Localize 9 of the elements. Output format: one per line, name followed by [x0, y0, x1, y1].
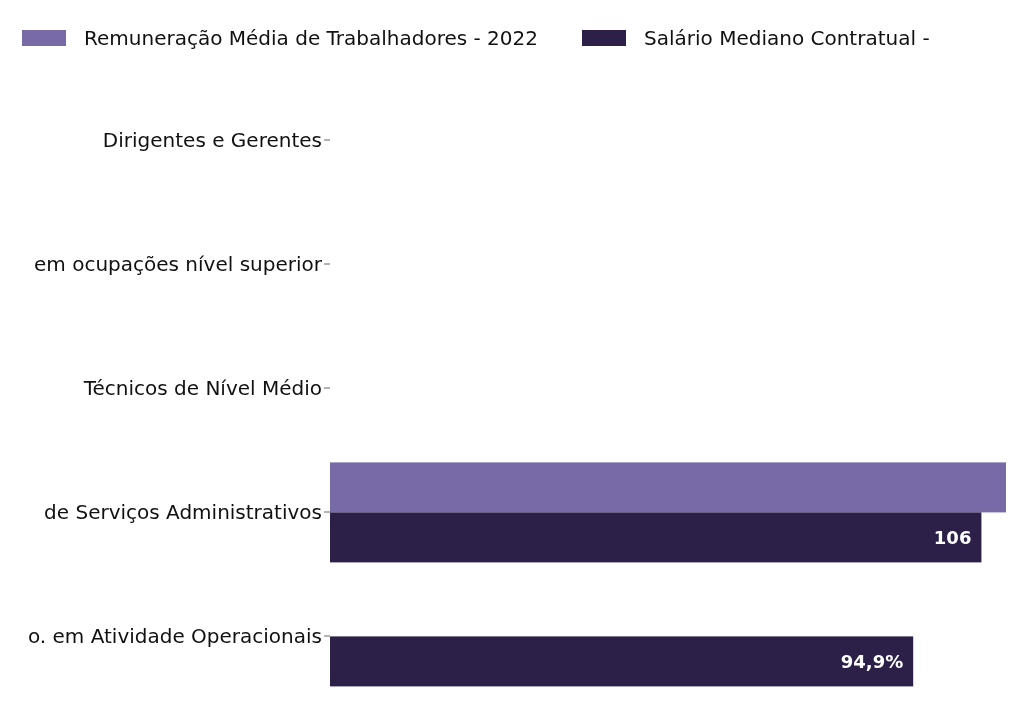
y-tick-label: Técnicos de Nível Médio [82, 376, 322, 401]
data-label: 106 [933, 526, 972, 548]
data-label: 94,9% [840, 650, 904, 672]
y-tick-label: o. em Atividade Operacionais [27, 624, 322, 649]
y-tick-label: Dirigentes e Gerentes [102, 128, 322, 153]
y-tick-label: de Serviços Administrativos [44, 500, 322, 525]
y-tick-label: em ocupações nível superior [34, 252, 323, 277]
legend-label: Salário Mediano Contratual - [644, 26, 930, 50]
legend-label: Remuneração Média de Trabalhadores - 2022 [84, 26, 539, 50]
